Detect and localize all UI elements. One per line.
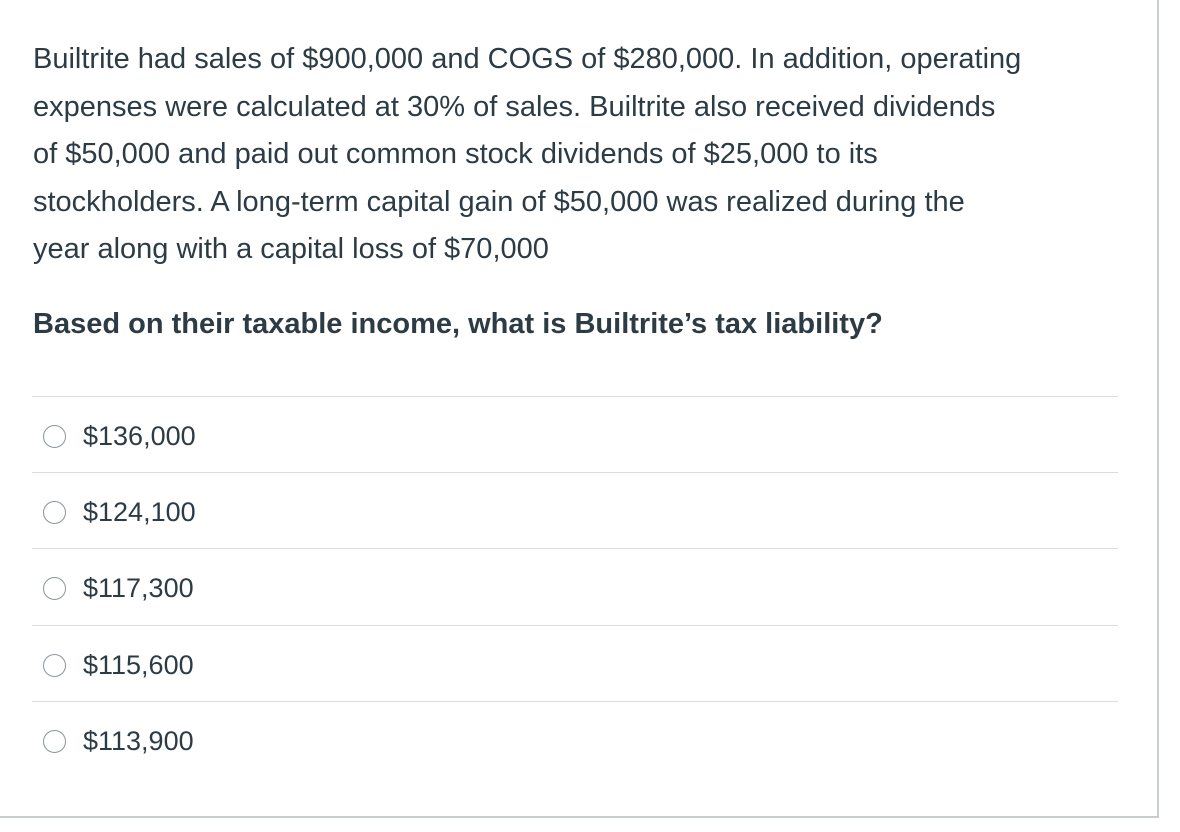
answer-label[interactable]: $115,600 — [83, 650, 194, 680]
answer-list: $136,000 $124,100 $117,300 $115,600 $113… — [32, 396, 1118, 776]
radio-button[interactable] — [43, 654, 66, 677]
question-text-line: Builtrite had sales of $900,000 and COGS… — [33, 43, 1022, 75]
question-text-line: stockholders. A long-term capital gain o… — [33, 185, 965, 218]
radio-button[interactable] — [43, 425, 66, 448]
answer-option-1[interactable]: $136,000 — [32, 396, 1118, 472]
answer-option-4[interactable]: $115,600 — [32, 625, 1118, 701]
radio-button[interactable] — [43, 730, 66, 753]
answer-label[interactable]: $124,100 — [83, 497, 196, 527]
question-prompt: Based on their taxable income, what is B… — [33, 308, 883, 340]
answer-option-5[interactable]: $113,900 — [32, 701, 1118, 776]
answer-label[interactable]: $117,300 — [83, 573, 194, 603]
question-text-line: expenses were calculated at 30% of sales… — [33, 90, 996, 123]
answer-option-3[interactable]: $117,300 — [32, 548, 1118, 625]
question-text: Builtrite had sales of $900,000 and COGS… — [33, 36, 1133, 274]
answer-option-2[interactable]: $124,100 — [32, 472, 1118, 548]
radio-button[interactable] — [43, 577, 66, 600]
question-text-line: of $50,000 and paid out common stock div… — [33, 138, 878, 170]
radio-button[interactable] — [43, 501, 66, 524]
answer-label[interactable]: $136,000 — [83, 421, 196, 451]
answer-label[interactable]: $113,900 — [83, 726, 194, 756]
question-text-line: year along with a capital loss of $70,00… — [33, 233, 549, 265]
question-card: Builtrite had sales of $900,000 and COGS… — [0, 0, 1159, 818]
